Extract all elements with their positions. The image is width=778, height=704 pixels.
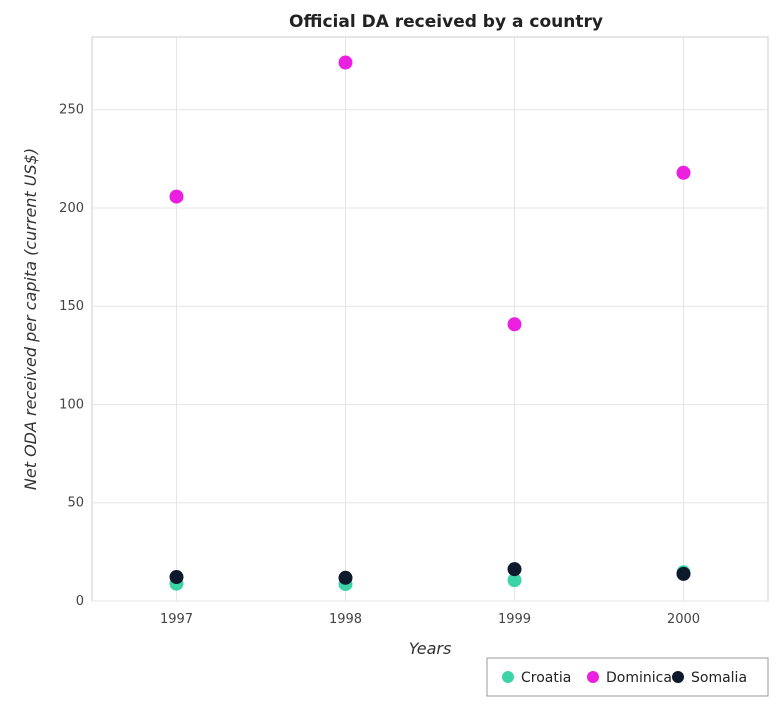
y-tick-label: 200: [59, 201, 84, 216]
x-tick-label: 1997: [160, 612, 193, 627]
point-dominica: [338, 55, 353, 70]
y-tick-label: 250: [59, 103, 84, 118]
x-tick-label: 2000: [667, 612, 700, 627]
chart-title: Official DA received by a country: [289, 12, 603, 32]
point-dominica: [507, 317, 522, 332]
y-gridlines: [92, 109, 768, 602]
point-croatia: [507, 573, 522, 588]
point-dominica: [169, 189, 184, 204]
legend-box: [486, 657, 769, 697]
legend-label-croatia: Croatia: [521, 670, 571, 686]
x-axis-label: Years: [409, 639, 452, 658]
y-axis-label: Net ODA received per capita (current US$…: [21, 148, 40, 490]
plot-area: [91, 36, 769, 602]
legend: Croatia Dominica Somalia: [486, 657, 769, 697]
point-somalia: [676, 566, 691, 581]
legend-marker-somalia: [672, 671, 684, 683]
y-tick-labels: 0 50 100 150 200 250: [59, 103, 84, 609]
legend-marker-croatia: [502, 671, 514, 683]
point-dominica: [676, 165, 691, 180]
legend-marker-dominica: [587, 671, 599, 683]
data-points: [169, 55, 691, 592]
legend-label-dominica: Dominica: [606, 670, 672, 686]
y-tick-label: 50: [67, 496, 84, 511]
legend-label-somalia: Somalia: [691, 670, 747, 686]
y-tick-label: 0: [76, 594, 84, 609]
x-tick-labels: 1997 1998 1999 2000: [160, 612, 700, 627]
point-somalia: [338, 570, 353, 585]
x-tick-label: 1999: [498, 612, 531, 627]
point-somalia: [169, 570, 184, 585]
x-tick-label: 1998: [329, 612, 362, 627]
point-somalia: [507, 562, 522, 577]
y-tick-label: 150: [59, 299, 84, 314]
y-tick-label: 100: [59, 397, 84, 412]
